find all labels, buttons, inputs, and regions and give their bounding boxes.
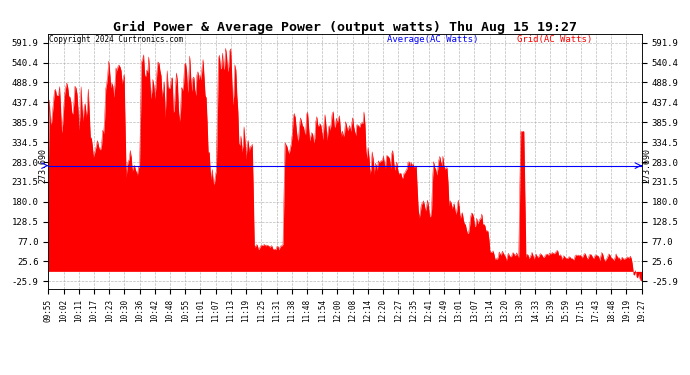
Text: 273.690: 273.690	[38, 148, 47, 183]
Text: Average(AC Watts): Average(AC Watts)	[386, 35, 478, 44]
Text: 273.690: 273.690	[643, 148, 652, 183]
Text: Copyright 2024 Curtronics.com: Copyright 2024 Curtronics.com	[49, 35, 183, 44]
Text: Grid(AC Watts): Grid(AC Watts)	[517, 35, 592, 44]
Title: Grid Power & Average Power (output watts) Thu Aug 15 19:27: Grid Power & Average Power (output watts…	[113, 21, 577, 34]
